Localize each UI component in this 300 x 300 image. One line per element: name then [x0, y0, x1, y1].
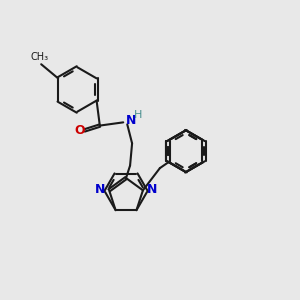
Text: N: N: [95, 183, 105, 196]
Text: N: N: [147, 183, 157, 196]
Text: O: O: [74, 124, 85, 137]
Text: H: H: [134, 110, 142, 121]
Text: N: N: [126, 114, 136, 127]
Text: CH₃: CH₃: [31, 52, 49, 62]
